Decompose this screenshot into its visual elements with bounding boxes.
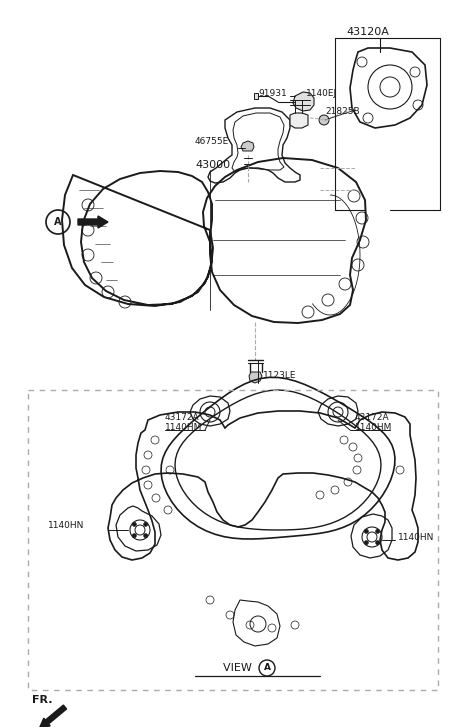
Text: 43000: 43000 [195, 160, 230, 170]
Text: 1140HN: 1140HN [48, 521, 84, 529]
Circle shape [376, 541, 380, 545]
Circle shape [364, 541, 368, 545]
Polygon shape [293, 92, 314, 111]
Circle shape [319, 115, 329, 125]
Text: 91931: 91931 [258, 89, 287, 97]
Circle shape [364, 529, 368, 534]
Text: FR.: FR. [32, 695, 53, 705]
Text: 43172A: 43172A [165, 412, 200, 422]
Text: A: A [264, 664, 270, 672]
Text: 43172A: 43172A [355, 412, 390, 422]
FancyArrow shape [39, 705, 67, 727]
Polygon shape [241, 141, 254, 151]
Polygon shape [290, 113, 308, 128]
Text: 1123LE: 1123LE [263, 371, 297, 379]
Polygon shape [249, 372, 262, 383]
Polygon shape [254, 93, 258, 99]
Text: 46755E: 46755E [195, 137, 229, 147]
Text: 1140EJ: 1140EJ [306, 89, 337, 97]
Circle shape [132, 522, 136, 526]
FancyArrow shape [78, 216, 108, 228]
Circle shape [376, 529, 380, 534]
Circle shape [144, 522, 148, 526]
Text: 43120A: 43120A [346, 27, 389, 37]
Text: 1140HN: 1140HN [398, 534, 434, 542]
Text: VIEW: VIEW [223, 663, 255, 673]
Text: 1140HM: 1140HM [165, 424, 202, 433]
Text: 1140HM: 1140HM [355, 424, 392, 433]
Text: A: A [54, 217, 62, 227]
Circle shape [132, 534, 136, 538]
Text: 21825B: 21825B [325, 108, 360, 116]
Circle shape [144, 534, 148, 538]
